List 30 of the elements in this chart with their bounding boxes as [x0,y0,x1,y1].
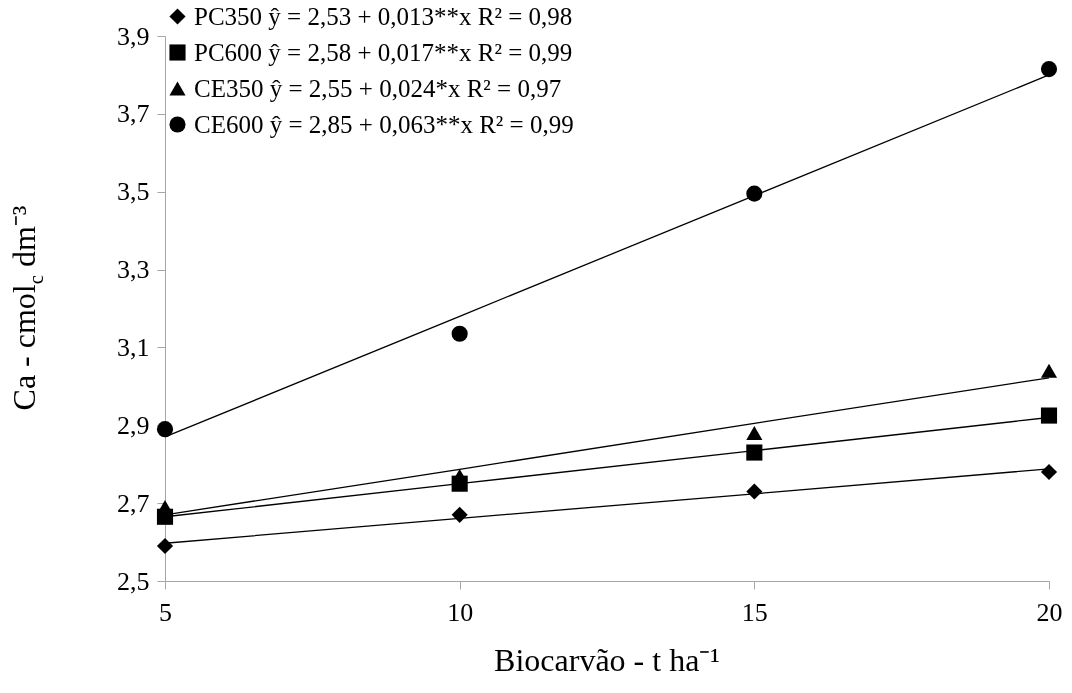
point [451,468,468,483]
x-tick-label: 10 [447,597,474,627]
x-tick-label: 15 [741,597,768,627]
point [451,506,468,523]
y-tick-label: 3,9 [117,21,150,51]
legend-label: CE600 ŷ = 2,85 + 0,063**x R² = 0,99 [194,110,574,138]
point [1040,363,1058,378]
y-tick-label: 3,3 [117,255,150,285]
x-axis-title: Biocarvão - t ha⁻¹ [493,641,721,680]
point [1040,61,1058,78]
point [746,444,763,461]
x-tick-label: 20 [1036,597,1063,627]
point [156,421,174,438]
y-tick-label: 2,5 [117,566,150,596]
point [746,483,763,500]
point [746,426,763,441]
legend-label: CE350 ŷ = 2,55 + 0,024*x R² = 0,97 [194,74,562,102]
point [156,537,174,555]
legend-label: PC350 ŷ = 2,53 + 0,013**x R² = 0,98 [194,2,573,30]
y-tick-label: 3,7 [117,99,150,129]
point [1040,407,1058,424]
point [1040,463,1058,481]
x-tick-label: 5 [159,597,172,627]
point [451,325,468,342]
y-tick-label: 2,9 [117,410,150,440]
y-tick-label: 2,7 [117,488,150,518]
y-tick-label: 3,1 [117,332,150,362]
legend-label: PC600 ŷ = 2,58 + 0,017**x R² = 0,99 [194,38,573,66]
point [746,185,763,202]
y-tick-label: 3,5 [117,177,150,207]
